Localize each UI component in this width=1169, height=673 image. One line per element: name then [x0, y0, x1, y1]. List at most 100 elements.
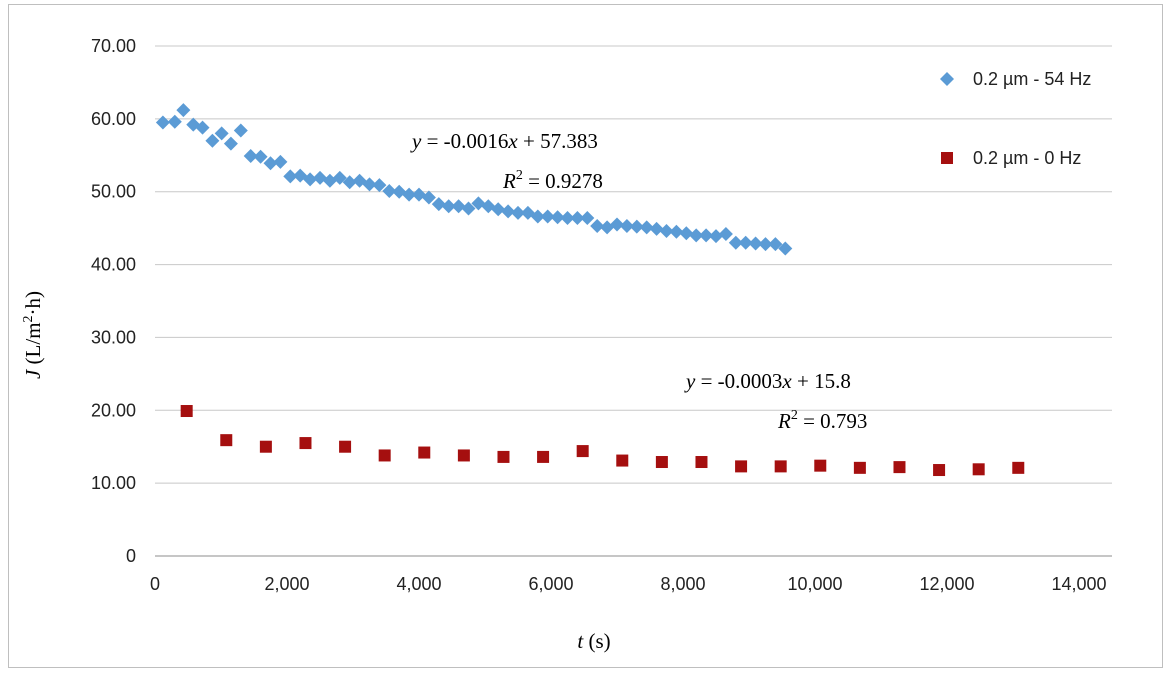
data-point-54hz: [610, 217, 624, 232]
data-point-0hz: [972, 463, 985, 476]
data-point-0hz: [537, 450, 550, 463]
trendline-r2-54hz: R2 = 0.9278: [502, 168, 603, 193]
data-point-54hz: [758, 237, 773, 252]
data-point-54hz: [659, 224, 674, 239]
x-tick-label: 4,000: [396, 574, 441, 594]
data-point-54hz: [461, 201, 476, 216]
x-tick-label: 10,000: [787, 574, 842, 594]
data-point-54hz: [195, 120, 210, 135]
data-point-54hz: [679, 226, 694, 241]
data-point-54hz: [402, 187, 417, 202]
legend-label-54hz: 0.2 µm - 54 Hz: [973, 69, 1091, 89]
data-point-0hz: [735, 460, 748, 473]
data-point-54hz: [253, 149, 268, 164]
y-tick-label: 0: [126, 546, 136, 566]
y-tick-label: 40.00: [91, 255, 136, 275]
data-point-0hz: [616, 454, 629, 467]
data-point-54hz: [718, 226, 733, 241]
data-point-54hz: [669, 224, 684, 239]
data-point-54hz: [778, 241, 793, 256]
chart-frame: [8, 4, 1163, 668]
data-point-0hz: [180, 405, 193, 418]
data-point-0hz: [299, 437, 312, 450]
legend-label-0hz: 0.2 µm - 0 Hz: [973, 148, 1081, 168]
data-point-54hz: [560, 210, 575, 225]
data-point-54hz: [362, 177, 377, 192]
y-tick-label: 70.00: [91, 36, 136, 56]
y-tick-label: 30.00: [91, 327, 136, 347]
data-point-54hz: [550, 210, 565, 225]
gridlines: [155, 45, 1112, 484]
x-tick-label: 0: [150, 574, 160, 594]
data-point-54hz: [243, 149, 258, 164]
data-point-0hz: [339, 440, 352, 453]
legend-marker-diamond: [940, 72, 954, 86]
data-point-54hz: [570, 210, 585, 225]
data-point-54hz: [530, 209, 545, 224]
x-tick-label: 14,000: [1051, 574, 1106, 594]
data-point-54hz: [223, 136, 238, 151]
data-point-54hz: [372, 178, 387, 193]
y-tick-label: 20.00: [91, 400, 136, 420]
data-point-54hz: [511, 205, 525, 220]
x-tick-label: 12,000: [919, 574, 974, 594]
data-point-54hz: [590, 218, 605, 233]
data-point-54hz: [649, 221, 664, 236]
data-point-0hz: [378, 449, 391, 462]
data-point-0hz: [774, 460, 787, 473]
legend-marker-square: [941, 152, 953, 164]
data-point-0hz: [814, 459, 827, 472]
data-point-0hz: [655, 456, 668, 469]
data-point-54hz: [155, 115, 170, 130]
data-point-54hz: [619, 218, 634, 233]
data-point-54hz: [176, 103, 191, 118]
data-point-0hz: [695, 456, 708, 469]
data-point-54hz: [748, 236, 763, 251]
data-point-54hz: [768, 237, 783, 252]
data-point-54hz: [451, 199, 466, 214]
data-point-54hz: [233, 123, 248, 138]
data-point-54hz: [639, 220, 654, 235]
data-point-54hz: [699, 228, 714, 243]
data-point-0hz: [418, 446, 431, 459]
data-point-54hz: [441, 199, 456, 214]
data-point-54hz: [421, 190, 436, 205]
y-tick-label: 60.00: [91, 109, 136, 129]
data-point-54hz: [167, 114, 182, 129]
trendline-equation-54hz: y = -0.0016x + 57.383: [410, 129, 598, 153]
data-point-0hz: [457, 449, 470, 462]
y-tick-label: 50.00: [91, 182, 136, 202]
data-point-54hz: [501, 204, 516, 219]
data-point-54hz: [709, 229, 723, 244]
data-point-54hz: [205, 133, 220, 148]
x-tick-label: 2,000: [264, 574, 309, 594]
y-axis-title: J (L/m2·h): [21, 291, 45, 379]
data-point-54hz: [431, 197, 446, 212]
series-54hz: [155, 103, 793, 256]
data-point-54hz: [728, 235, 743, 250]
data-point-0hz: [1012, 461, 1025, 474]
data-point-0hz: [853, 461, 866, 474]
data-point-0hz: [893, 461, 906, 474]
data-point-54hz: [263, 156, 278, 171]
trendline-r2-0hz: R2 = 0.793: [777, 408, 867, 433]
data-point-0hz: [933, 464, 946, 477]
data-point-0hz: [220, 434, 233, 447]
data-point-54hz: [332, 170, 347, 185]
x-tick-label: 6,000: [528, 574, 573, 594]
data-point-54hz: [283, 169, 298, 184]
y-tick-labels: 0 10.00 20.00 30.00 40.00 50.00 60.00 70.00: [91, 36, 136, 566]
y-tick-label: 10.00: [91, 473, 136, 493]
data-point-54hz: [689, 228, 704, 243]
series-0hz: [180, 405, 1025, 477]
data-point-54hz: [629, 219, 644, 234]
data-point-54hz: [580, 210, 595, 225]
trendline-equation-0hz: y = -0.0003x + 15.8: [684, 369, 851, 393]
x-tick-labels: 0 2,000 4,000 6,000 8,000 10,000 12,000 14,000: [150, 574, 1107, 594]
data-point-0hz: [259, 440, 272, 453]
data-point-54hz: [382, 183, 397, 198]
x-tick-label: 8,000: [660, 574, 705, 594]
x-axis-title: t (s): [577, 629, 610, 653]
data-point-0hz: [576, 445, 589, 458]
